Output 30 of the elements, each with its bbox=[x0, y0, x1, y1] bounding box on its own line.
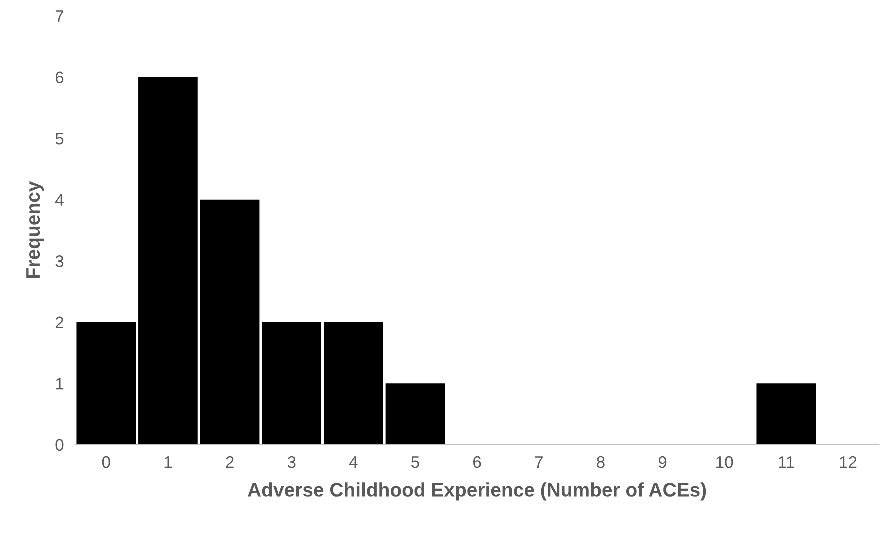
y-axis-title: Frequency bbox=[26, 181, 44, 278]
y-tick-label: 6 bbox=[56, 72, 64, 84]
x-axis-title: Adverse Childhood Experience (Number of ACEs) bbox=[248, 482, 706, 501]
x-tick-label: 11 bbox=[779, 456, 794, 468]
y-tick-label: 4 bbox=[55, 194, 64, 206]
x-tick-label: 1 bbox=[164, 456, 172, 468]
bar bbox=[324, 322, 384, 445]
x-tick-label: 0 bbox=[102, 456, 110, 468]
y-tick-label: 2 bbox=[56, 316, 64, 328]
bar bbox=[756, 384, 816, 445]
bar bbox=[76, 322, 136, 445]
x-tick-label: 8 bbox=[597, 456, 605, 468]
x-tick-label: 7 bbox=[535, 456, 543, 468]
x-tick-label: 3 bbox=[288, 456, 296, 468]
y-tick-label: 0 bbox=[56, 439, 64, 452]
bar bbox=[138, 77, 198, 445]
x-tick-label: 10 bbox=[716, 456, 734, 468]
bar bbox=[386, 384, 446, 445]
y-tick-label: 5 bbox=[56, 133, 64, 145]
y-tick-label: 1 bbox=[56, 378, 64, 390]
x-tick-label: 12 bbox=[840, 456, 857, 468]
bar bbox=[262, 322, 322, 445]
x-tick-label: 9 bbox=[658, 456, 667, 468]
x-tick-label: 4 bbox=[349, 456, 358, 468]
y-tick-label: 3 bbox=[56, 256, 64, 268]
x-tick-label: 2 bbox=[226, 456, 234, 468]
x-tick-label: 6 bbox=[474, 456, 482, 468]
bar bbox=[200, 200, 260, 445]
y-tick-label: 7 bbox=[56, 10, 64, 22]
x-tick-label: 5 bbox=[412, 456, 420, 468]
